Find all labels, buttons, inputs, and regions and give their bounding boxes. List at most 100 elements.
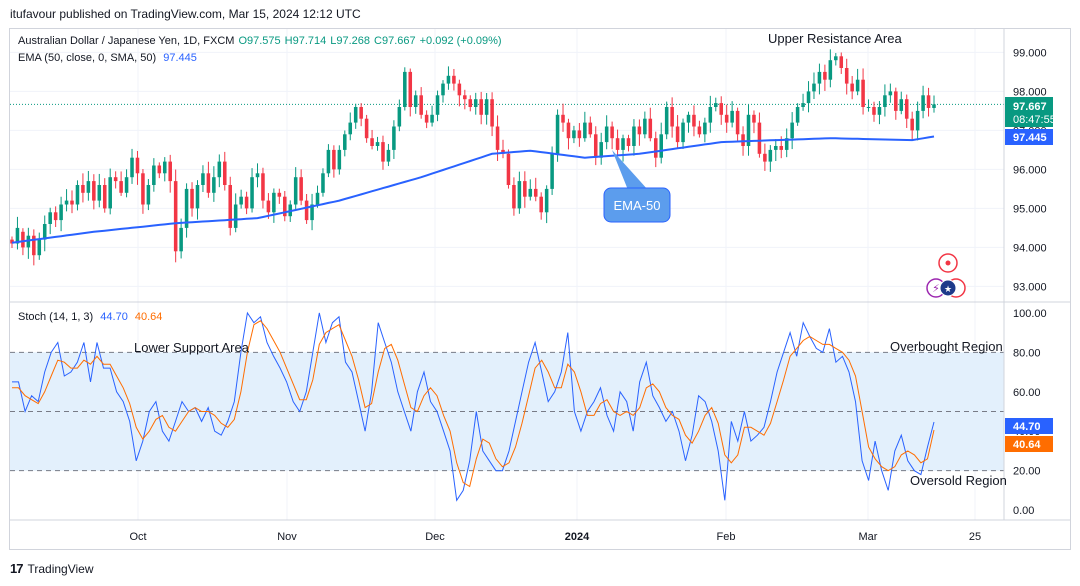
candle-body — [86, 181, 91, 193]
candle-body — [539, 196, 543, 213]
candle-body — [326, 149, 331, 174]
stoch-guides — [10, 351, 1004, 472]
candle-body — [141, 173, 145, 205]
candle — [108, 168, 112, 215]
candle — [653, 131, 658, 168]
candle — [926, 87, 931, 117]
candle-body — [523, 181, 527, 197]
candle — [757, 112, 762, 158]
candle — [877, 101, 882, 125]
candle-body — [70, 200, 74, 205]
candle-body — [708, 107, 713, 123]
candle-body — [162, 161, 167, 174]
candle — [479, 91, 483, 125]
candle — [533, 177, 538, 202]
candle — [113, 171, 118, 189]
candle — [146, 179, 151, 211]
candle — [659, 122, 663, 164]
candle — [283, 190, 287, 222]
candle — [81, 173, 85, 203]
candle — [834, 53, 838, 66]
candle-body — [768, 149, 773, 162]
candle — [272, 188, 276, 223]
candle — [724, 104, 729, 133]
candle-body — [495, 126, 500, 150]
candle-body — [506, 153, 511, 185]
events-group-icon[interactable]: ⚡ ★ — [926, 278, 966, 298]
price-tick-label: 93.000 — [1013, 281, 1047, 293]
svg-text:⚡: ⚡ — [932, 282, 940, 295]
price-legend-row[interactable]: Australian Dollar / Japanese Yen, 1D, FX… — [18, 35, 506, 47]
candle — [604, 115, 609, 150]
candle-body — [353, 107, 358, 123]
candle-body — [637, 126, 642, 135]
candle — [501, 139, 505, 159]
candle-body — [795, 107, 800, 123]
candle — [894, 87, 898, 120]
candle-body — [408, 71, 413, 107]
candle — [310, 193, 314, 231]
candle — [517, 171, 522, 214]
candle — [768, 145, 773, 172]
candle — [386, 143, 391, 167]
candle-body — [250, 177, 254, 209]
candle — [484, 93, 489, 125]
candle-body — [255, 173, 260, 178]
price-tick-label: 94.000 — [1013, 242, 1047, 254]
candle — [348, 112, 353, 141]
candle-body — [201, 173, 205, 185]
candle — [179, 218, 183, 259]
candle — [370, 129, 374, 150]
stoch-d-badge-value: 40.64 — [1013, 439, 1041, 451]
candle — [703, 117, 707, 143]
candle-body — [812, 83, 816, 92]
candle-body — [299, 177, 303, 201]
candle — [550, 146, 554, 195]
footer[interactable]: 17 TradingView — [10, 561, 94, 576]
candle — [332, 145, 336, 178]
candle-body — [381, 142, 385, 162]
candle-body — [626, 138, 631, 146]
candle-body — [779, 146, 784, 150]
candle-body — [304, 200, 309, 221]
candle — [228, 176, 232, 236]
candle-body — [430, 114, 434, 123]
candle-body — [419, 95, 423, 115]
candle — [75, 180, 80, 211]
candle-body — [741, 134, 745, 146]
candle-body — [113, 177, 118, 182]
candle-body — [621, 138, 625, 150]
candle-body — [212, 177, 216, 193]
candle-body — [48, 212, 52, 224]
event-marker-icon[interactable] — [938, 253, 958, 273]
candle — [714, 97, 718, 112]
candle-body — [790, 122, 794, 139]
candle-body — [926, 95, 931, 108]
ema-50-line — [11, 135, 935, 244]
candle-body — [648, 118, 653, 139]
candle-body — [844, 68, 849, 84]
candle-body — [217, 161, 222, 178]
candle-body — [10, 239, 14, 244]
candle-body — [239, 196, 243, 205]
candle — [915, 101, 920, 141]
ohlc-close: C97.667 — [374, 35, 416, 47]
stoch-k-line — [12, 311, 935, 502]
candle-body — [130, 157, 134, 178]
candle-body — [386, 149, 391, 162]
candle — [490, 92, 494, 137]
candle — [539, 192, 543, 220]
candle — [403, 67, 407, 111]
candle — [855, 68, 860, 96]
ema-legend-row[interactable]: EMA (50, close, 0, SMA, 50) 97.445 — [18, 52, 201, 64]
candle — [102, 178, 107, 213]
ohlc-low: L97.268 — [330, 35, 371, 47]
candle-body — [332, 149, 336, 170]
candle — [201, 165, 205, 193]
candle — [626, 134, 631, 152]
time-tick-label: 2024 — [565, 531, 590, 543]
stoch-legend-row[interactable]: Stoch (14, 1, 3) 44.70 40.64 — [18, 311, 166, 323]
candle — [806, 81, 811, 113]
